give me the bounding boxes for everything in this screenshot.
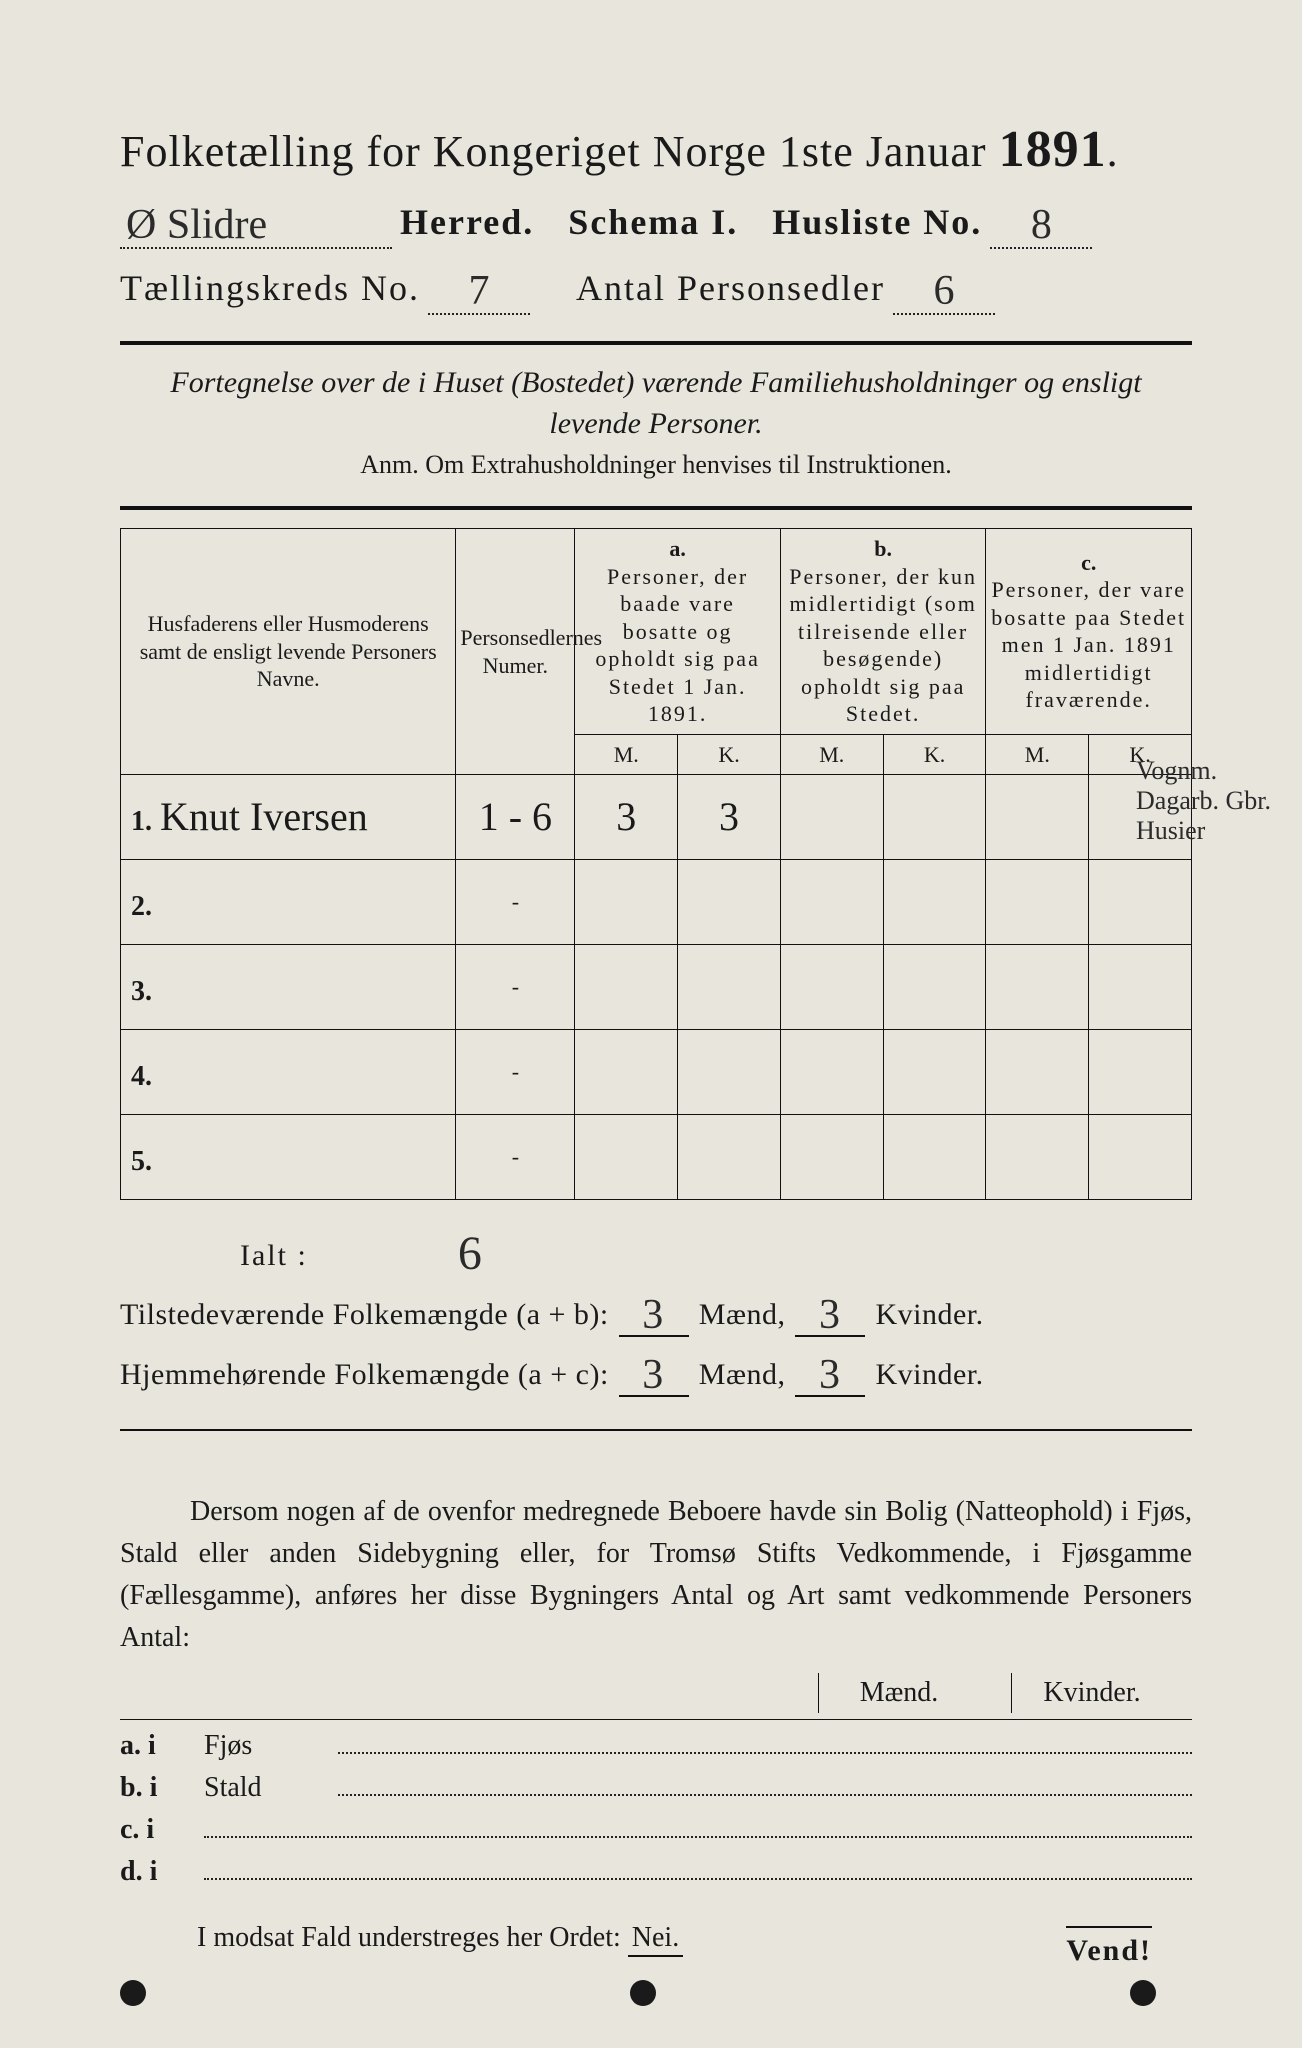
totals-block: Ialt : 6 Tilstedeværende Folkemængde (a … bbox=[120, 1222, 1192, 1397]
tilst-k: 3 bbox=[819, 1292, 842, 1338]
herred-field: Ø Slidre bbox=[120, 197, 392, 249]
kreds-field: 7 bbox=[428, 263, 530, 315]
table-row: 4. - bbox=[121, 1030, 1192, 1115]
hjem-label: Hjemmehørende Folkemængde (a + c): bbox=[120, 1358, 609, 1392]
maend-label-1: Mænd, bbox=[699, 1298, 786, 1332]
b-m: M. bbox=[780, 734, 883, 775]
col-b-head: b. Personer, der kun midlertidigt (som t… bbox=[780, 529, 986, 735]
herred-label: Herred. bbox=[400, 201, 534, 243]
desc-line1: Fortegnelse over de i Huset (Bostedet) v… bbox=[170, 366, 1141, 399]
hjem-m: 3 bbox=[642, 1352, 665, 1398]
buildings-head: Mænd. Kvinder. bbox=[120, 1673, 1192, 1720]
census-table-body: 1.Knut Iversen 1 - 6 3 3 2. - 3. - 4. bbox=[121, 775, 1192, 1200]
table-row: 2. - bbox=[121, 860, 1192, 945]
kreds-value: 7 bbox=[469, 268, 490, 314]
kvinder-label-1: Kvinder. bbox=[875, 1298, 983, 1332]
col-name-head: Husfaderens eller Husmoderens samt de en… bbox=[121, 529, 456, 775]
hjem-k: 3 bbox=[819, 1352, 842, 1398]
margin-note: Vognm. Dagarb. Gbr. Husier bbox=[1136, 756, 1286, 846]
meta-line-2: Tællingskreds No. 7 Antal Personsedler 6 bbox=[120, 263, 1192, 315]
schema-label: Schema I. bbox=[568, 201, 738, 243]
buildings-head-m: Mænd. bbox=[818, 1673, 979, 1713]
nei-word: Nei. bbox=[628, 1922, 683, 1957]
tilst-m: 3 bbox=[642, 1292, 665, 1338]
a-m: M. bbox=[575, 734, 678, 775]
census-form-page: Folketælling for Kongeriget Norge 1ste J… bbox=[0, 0, 1302, 2048]
antal-label: Antal Personsedler bbox=[576, 267, 885, 309]
husliste-label: Husliste No. bbox=[772, 201, 982, 243]
rule-3 bbox=[120, 1429, 1192, 1431]
census-table: Husfaderens eller Husmoderens samt de en… bbox=[120, 528, 1192, 1200]
husliste-field: 8 bbox=[990, 197, 1092, 249]
table-row: 1.Knut Iversen 1 - 6 3 3 bbox=[121, 775, 1192, 860]
punch-hole bbox=[630, 1980, 656, 2006]
table-row: 3. - bbox=[121, 945, 1192, 1030]
a-k: K. bbox=[678, 734, 781, 775]
husliste-value: 8 bbox=[1031, 202, 1052, 248]
buildings-head-k: Kvinder. bbox=[1011, 1673, 1172, 1713]
ialt-value: 6 bbox=[458, 1226, 484, 1281]
herred-value: Ø Slidre bbox=[126, 202, 267, 248]
kvinder-label-2: Kvinder. bbox=[875, 1358, 983, 1392]
buildings-block: Mænd. Kvinder. a. i Fjøs b. i Stald c. i… bbox=[120, 1673, 1192, 1888]
antal-field: 6 bbox=[893, 263, 995, 315]
maend-label-2: Mænd, bbox=[699, 1358, 786, 1392]
c-m: M. bbox=[986, 734, 1089, 775]
vend-label: Vend! bbox=[1066, 1926, 1152, 1968]
tilst-label: Tilstedeværende Folkemængde (a + b): bbox=[120, 1298, 609, 1332]
sidebygning-paragraph: Dersom nogen af de ovenfor medregnede Be… bbox=[120, 1491, 1192, 1659]
description: Fortegnelse over de i Huset (Bostedet) v… bbox=[120, 363, 1192, 444]
anm-note: Anm. Om Extrahusholdninger henvises til … bbox=[120, 450, 1192, 480]
punch-hole bbox=[120, 1980, 146, 2006]
page-title: Folketælling for Kongeriget Norge 1ste J… bbox=[120, 120, 1192, 179]
title-prefix: Folketælling for Kongeriget Norge 1ste J… bbox=[120, 127, 987, 176]
nei-line: I modsat Fald understreges her Ordet: Ne… bbox=[120, 1922, 1192, 1954]
meta-line-1: Ø Slidre Herred. Schema I. Husliste No. … bbox=[120, 197, 1192, 249]
col-numer-head: Personsedlernes Numer. bbox=[456, 529, 575, 775]
building-row: d. i bbox=[120, 1856, 1192, 1888]
desc-line2: levende Personer. bbox=[549, 407, 762, 440]
kreds-label: Tællingskreds No. bbox=[120, 267, 420, 309]
b-k: K. bbox=[883, 734, 986, 775]
building-row: a. i Fjøs bbox=[120, 1730, 1192, 1762]
col-a-head: a. Personer, der baade vare bosatte og o… bbox=[575, 529, 781, 735]
col-c-head: c. Personer, der vare bosatte paa Stedet… bbox=[986, 529, 1192, 735]
building-row: b. i Stald bbox=[120, 1772, 1192, 1804]
punch-hole bbox=[1130, 1980, 1156, 2006]
rule-2 bbox=[120, 506, 1192, 510]
rule-1 bbox=[120, 341, 1192, 345]
table-row: 5. - bbox=[121, 1115, 1192, 1200]
title-year: 1891 bbox=[999, 121, 1107, 178]
antal-value: 6 bbox=[933, 268, 954, 314]
ialt-label: Ialt : bbox=[240, 1239, 308, 1273]
building-row: c. i bbox=[120, 1814, 1192, 1846]
